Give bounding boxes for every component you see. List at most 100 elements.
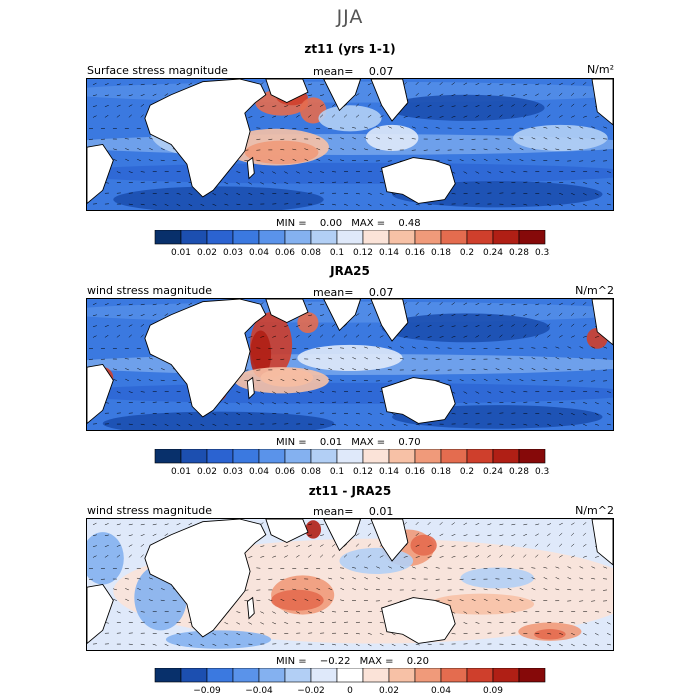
- panel-1-wind-vector: [164, 203, 169, 206]
- panel-3-colorbar-box: [492, 668, 520, 683]
- panel-3-wind-vector: [379, 633, 384, 636]
- panel-2-wind-vector: [112, 348, 117, 350]
- panel-3-wind-vector: [606, 622, 611, 625]
- panel-2-wind-vector: [320, 391, 325, 393]
- panel-1-wind-vector: [547, 93, 551, 96]
- panel-1-wind-vector: [236, 203, 241, 206]
- panel-2-wind-vector: [149, 367, 153, 371]
- panel-3-wind-vector: [152, 523, 157, 526]
- panel-3-wind-vector: [570, 543, 575, 547]
- panel-2-wind-vector: [260, 391, 265, 394]
- panel-3-wind-vector: [447, 578, 452, 580]
- panel-1-wind-vector: [435, 127, 440, 129]
- panel-3-wind-vector: [571, 643, 575, 647]
- panel-1-wind-vector: [319, 114, 324, 118]
- panel-2-wind-vector: [160, 368, 165, 371]
- panel-2-wind-vector: [256, 379, 261, 381]
- panel-2-wind-vector: [427, 313, 432, 316]
- panel-2-wind-vector: [511, 391, 516, 393]
- panel-1-wind-vector: [475, 171, 480, 174]
- panel-1-field-patch: [365, 124, 419, 152]
- panel-3-wind-vector: [152, 643, 157, 646]
- panel-3-wind-vector: [304, 568, 309, 570]
- panel-2-wind-vector: [128, 314, 133, 316]
- panel-2-wind-vector: [475, 391, 480, 394]
- panel-2-wind-vector: [571, 335, 575, 338]
- panel-3-colorbar-box: [466, 668, 494, 683]
- panel-2-wind-vector: [495, 378, 500, 381]
- panel-2-wind-vector: [113, 368, 117, 371]
- panel-1-wind-vector: [152, 83, 157, 86]
- panel-1-wind-vector: [439, 105, 444, 107]
- panel-1-wind-vector: [463, 82, 468, 86]
- panel-1-wind-vector: [128, 94, 133, 96]
- panel-3-colorbar-tick: −0.04: [245, 686, 273, 696]
- panel-3-wind-vector: [352, 567, 357, 569]
- panel-2-field-patch: [250, 330, 272, 378]
- panel-1-wind-vector: [316, 158, 321, 161]
- panel-2-wind-vector: [188, 302, 193, 306]
- panel-1-wind-vector: [555, 126, 560, 129]
- panel-3-wind-vector: [411, 578, 416, 580]
- panel-1-wind-vector: [116, 114, 121, 118]
- panel-2-wind-vector: [559, 423, 563, 427]
- panel-3-wind-vector: [331, 554, 336, 558]
- panel-2-wind-vector: [439, 313, 444, 316]
- panel-1-wind-vector: [543, 148, 548, 151]
- panel-1-colorbar-box: [180, 230, 208, 245]
- panel-3-wind-vector: [535, 533, 539, 536]
- panel-1-wind-vector: [124, 138, 129, 140]
- panel-2-land-samerica: [87, 364, 114, 424]
- panel-3-wind-vector: [236, 643, 241, 646]
- panel-1-colorbar-box: [258, 230, 286, 245]
- panel-1-wind-vector: [423, 126, 428, 129]
- panel-3-field-patch: [271, 589, 324, 611]
- panel-2-wind-vector: [531, 379, 536, 381]
- panel-2-wind-vector: [379, 423, 384, 427]
- panel-3-wind-vector: [328, 587, 333, 591]
- panel-1-wind-vector: [535, 83, 540, 86]
- panel-3-wind-vector: [582, 532, 587, 536]
- panel-2-wind-vector: [164, 313, 169, 316]
- panel-1-wind-vector: [260, 182, 265, 185]
- panel-2-wind-vector: [268, 379, 273, 381]
- panel-1-colorbar-box: [154, 230, 182, 245]
- panel-1-colorbar-tick: 0.03: [223, 248, 243, 258]
- panel-1-wind-vector: [160, 148, 165, 151]
- panel-1-wind-vector: [328, 159, 333, 161]
- panel-2-wind-vector: [328, 357, 333, 360]
- panel-2-wind-vector: [531, 347, 536, 349]
- panel-1-wind-vector: [547, 114, 551, 118]
- panel-1-land-americas: [591, 79, 613, 126]
- panel-2-land-india: [323, 299, 362, 332]
- panel-2-wind-vector: [140, 314, 145, 316]
- panel-1-wind-vector: [507, 158, 512, 161]
- panel-3-wind-vector: [499, 544, 504, 547]
- panel-1-wind-vector: [176, 83, 181, 86]
- panel-2-colorbar-tick: 0.08: [301, 467, 321, 477]
- panel-2-colorbar-box: [154, 449, 182, 464]
- panel-3-wind-vector: [451, 534, 456, 536]
- panel-2-colorbar: 0.01 0.02 0.03 0.04 0.06 0.08 0.1 0.12 0.14 0.16 0…: [154, 449, 550, 477]
- panel-1-wind-vector: [447, 159, 452, 161]
- panel-2-wind-vector: [567, 357, 572, 360]
- panel-3-wind-vector: [136, 577, 141, 580]
- panel-2-wind-vector: [594, 402, 599, 405]
- panel-1-wind-vector: [403, 203, 408, 206]
- panel-2-wind-vector: [559, 335, 563, 338]
- panel-2-wind-vector: [260, 325, 265, 327]
- panel-3-wind-vector: [224, 643, 229, 646]
- panel-3-wind-vector: [427, 545, 432, 547]
- panel-2-wind-vector: [148, 379, 153, 381]
- panel-1-wind-vector: [260, 171, 265, 174]
- panel-3-wind-vector: [583, 622, 588, 624]
- panel-3-wind-vector: [463, 545, 468, 547]
- panel-3-wind-vector: [523, 523, 528, 526]
- panel-1-wind-vector: [92, 94, 97, 96]
- panel-2-wind-vector: [272, 402, 277, 405]
- panel-2-wind-vector: [212, 413, 217, 416]
- panel-3-wind-vector: [471, 598, 476, 601]
- panel-2-wind-vector: [125, 378, 129, 381]
- panel-2-colorbar-box: [466, 449, 494, 464]
- panel-2-colorbar-tick: 0.14: [379, 467, 399, 477]
